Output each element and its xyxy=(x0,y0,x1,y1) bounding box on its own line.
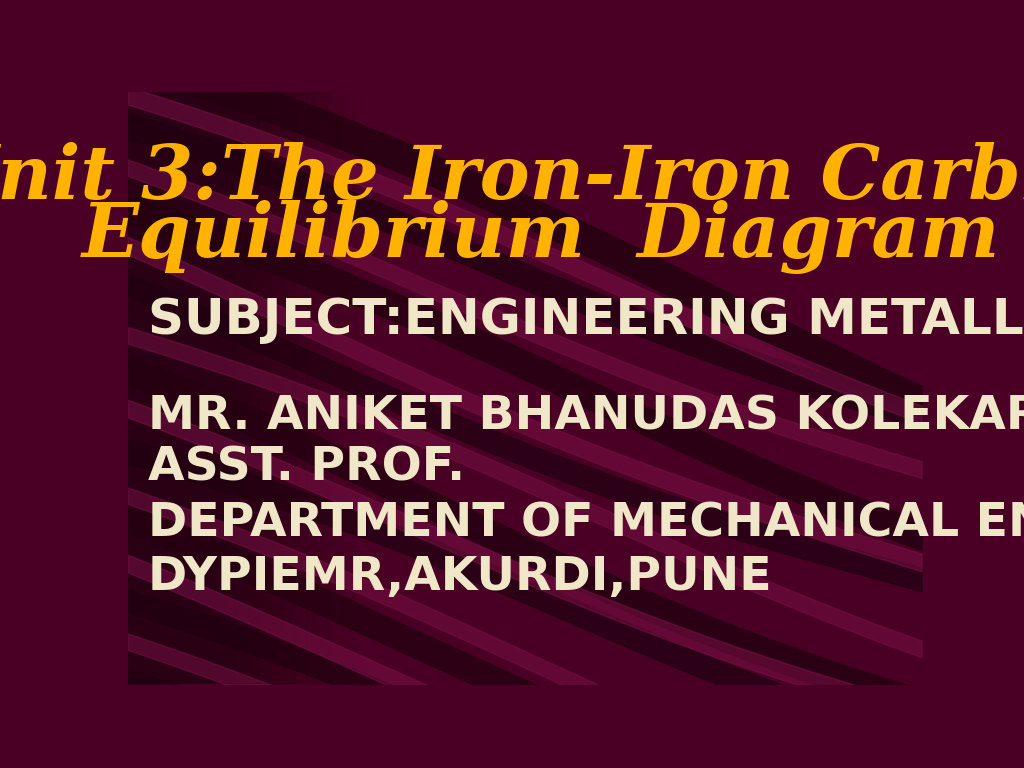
Bar xyxy=(128,92,140,684)
Bar xyxy=(128,92,367,684)
Text: SUBJECT:ENGINEERING METALLURGY (S.E): SUBJECT:ENGINEERING METALLURGY (S.E) xyxy=(147,296,1024,344)
Bar xyxy=(128,92,152,684)
Text: MR. ANIKET BHANUDAS KOLEKAR: MR. ANIKET BHANUDAS KOLEKAR xyxy=(147,395,1024,440)
Bar xyxy=(128,92,342,684)
Bar xyxy=(128,92,318,684)
Bar xyxy=(128,92,259,684)
Bar xyxy=(128,92,331,684)
Text: ASST. PROF.: ASST. PROF. xyxy=(147,445,465,490)
Bar xyxy=(128,92,270,684)
Text: Unit 3:The Iron-Iron Carbide: Unit 3:The Iron-Iron Carbide xyxy=(0,141,1024,214)
Bar xyxy=(128,92,247,684)
Bar xyxy=(128,92,283,684)
Bar xyxy=(128,92,164,684)
Bar xyxy=(128,92,306,684)
Bar xyxy=(839,209,874,246)
Bar xyxy=(128,92,211,684)
Bar xyxy=(128,92,295,684)
Text: Equilibrium  Diagram: Equilibrium Diagram xyxy=(82,200,999,274)
Bar xyxy=(128,92,176,684)
Bar xyxy=(128,92,187,684)
Bar xyxy=(128,92,223,684)
Bar xyxy=(128,92,236,684)
Text: DYPIEMR,AKURDI,PUNE: DYPIEMR,AKURDI,PUNE xyxy=(147,554,772,600)
Bar xyxy=(128,92,354,684)
Bar xyxy=(128,92,200,684)
Text: DEPARTMENT OF MECHANICAL ENGINEERING: DEPARTMENT OF MECHANICAL ENGINEERING xyxy=(147,502,1024,546)
